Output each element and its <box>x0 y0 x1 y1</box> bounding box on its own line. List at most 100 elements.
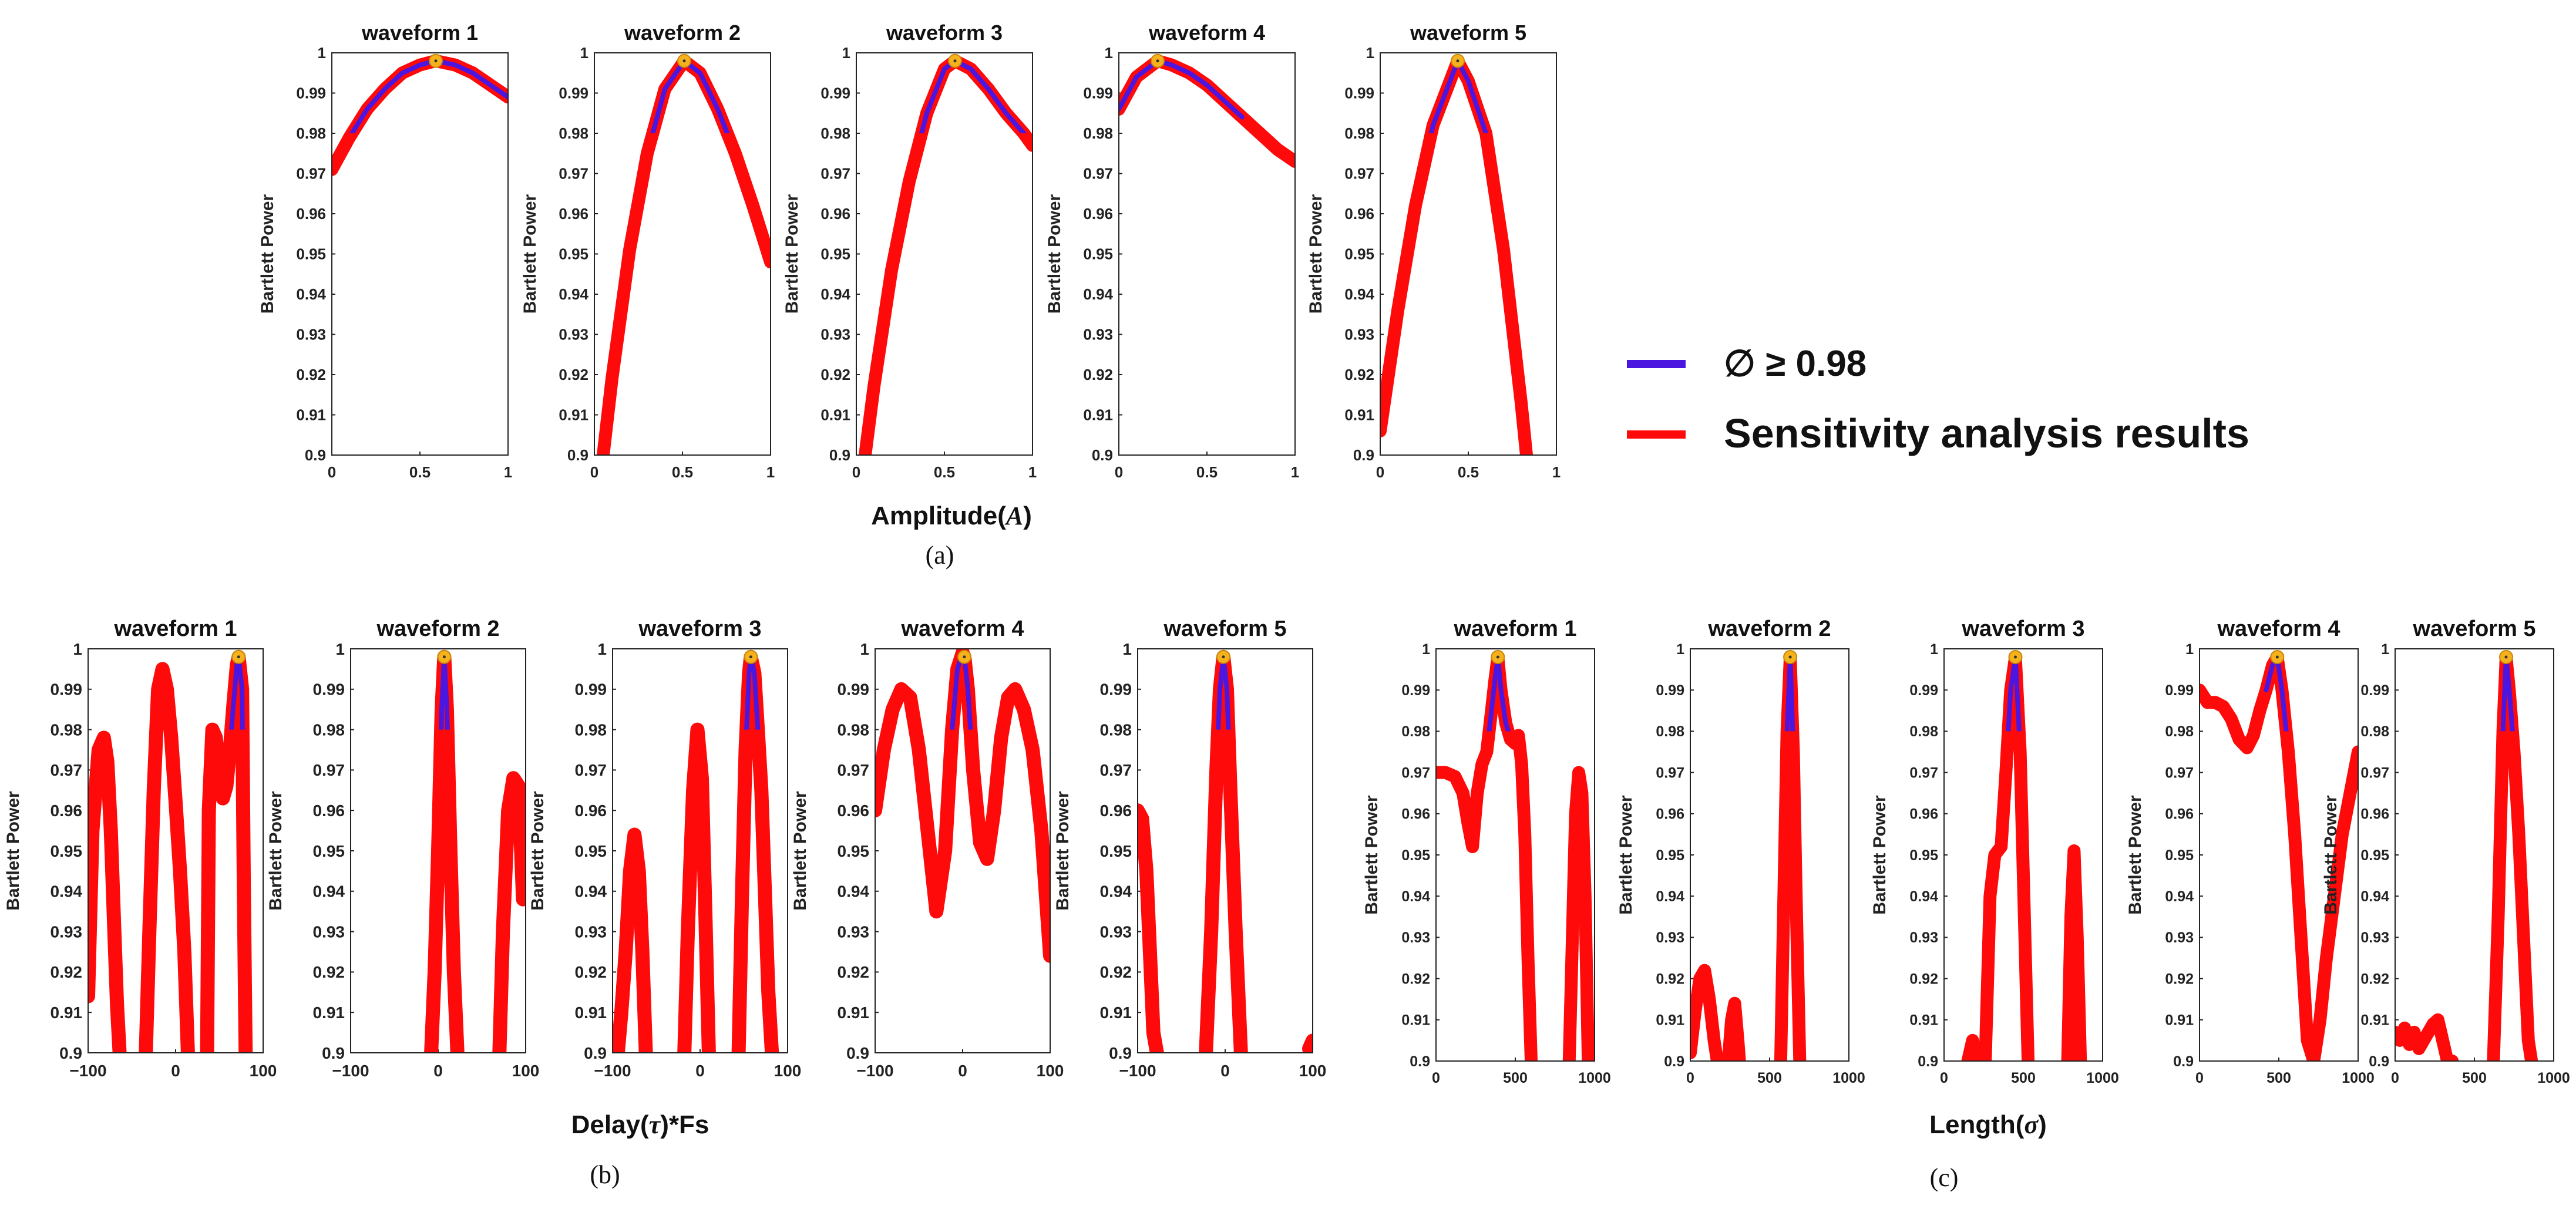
x-tick-label: 0 <box>852 463 860 481</box>
x-tick-label: 1000 <box>1832 1070 1865 1086</box>
subplot-c-4: waveform 4 0.9 0.91 0.92 0.93 0.94 0.95 0.96 0.9… <box>2126 617 2375 1086</box>
threshold-region <box>1119 58 1245 120</box>
y-tick-label: 0.97 <box>1656 765 1684 781</box>
y-tick-label: 0.97 <box>1401 765 1430 781</box>
y-tick-label: 0.96 <box>1909 806 1938 823</box>
axes-frame <box>1118 52 1296 456</box>
y-tick-label: 0.99 <box>559 85 588 102</box>
y-tick-label: 0.93 <box>2360 930 2389 946</box>
y-tick-label: 0.92 <box>559 366 588 383</box>
x-tick-label: 0 <box>1115 463 1123 481</box>
peak-marker-center <box>1456 59 1459 63</box>
y-tick-label: 0.93 <box>313 922 345 941</box>
y-tick-label: 1 <box>335 640 345 658</box>
y-tick-label: 0.95 <box>1656 847 1684 864</box>
subplot-title: waveform 1 <box>361 21 478 45</box>
x-tick-label: 100 <box>1299 1062 1327 1080</box>
subplot-title: waveform 3 <box>638 617 761 641</box>
sensitivity-curve <box>1979 651 2035 1061</box>
x-tick-label: 0 <box>1432 1070 1440 1086</box>
axes-frame <box>594 52 771 456</box>
peak-marker-center <box>2275 655 2279 659</box>
y-tick-label: 0.93 <box>1100 922 1132 941</box>
subplot-b-4: waveform 4 0.9 0.91 0.92 0.93 0.94 0.95 0.96 0.9… <box>791 617 1064 1080</box>
y-tick-label: 0.94 <box>2165 888 2194 905</box>
y-tick-label: 0.9 <box>1410 1053 1430 1070</box>
y-tick-label: 0.94 <box>820 285 850 303</box>
y-tick-label: 0.9 <box>846 1044 869 1062</box>
threshold-region <box>1428 58 1489 133</box>
y-tick-label: 0.9 <box>1092 446 1113 464</box>
x-tick-label: −100 <box>594 1062 631 1080</box>
subplot-title: waveform 4 <box>1148 21 1265 45</box>
axes-frame <box>2199 648 2359 1062</box>
subplot-a-3: waveform 3 0.9 0.91 0.92 0.93 0.94 0.95 0.96 0.9… <box>782 21 1037 481</box>
y-tick-label: 0.95 <box>820 245 850 263</box>
y-axis-label: Bartlett Power <box>2126 795 2145 915</box>
y-tick-label: 0.97 <box>313 761 345 779</box>
x-tick-label: 1000 <box>2086 1070 2119 1086</box>
y-tick-label: 0.99 <box>1100 681 1132 699</box>
x-tick-label: 100 <box>512 1062 540 1080</box>
y-tick-label: 0.98 <box>820 124 850 142</box>
peak-marker-center <box>749 655 752 659</box>
y-tick-label: 1 <box>580 44 588 62</box>
x-axis-label: Delay(τ)*Fs <box>571 1110 709 1139</box>
threshold-region <box>349 58 508 133</box>
y-tick-label: 0.92 <box>1656 971 1684 987</box>
y-axis-label: Bartlett Power <box>258 194 277 314</box>
x-tick-label: 1 <box>1291 463 1299 481</box>
y-tick-label: 0.93 <box>1344 326 1374 343</box>
subplot-a-4: waveform 4 0.9 0.91 0.92 0.93 0.94 0.95 0.96 0.9… <box>1045 21 1299 481</box>
y-tick-label: 0.92 <box>820 366 850 383</box>
plot-area <box>613 649 779 1053</box>
y-tick-label: 0.94 <box>1401 888 1430 905</box>
legend: ∅ ≥ 0.98 Sensitivity analysis results <box>1627 343 2249 456</box>
y-tick-label: 0.96 <box>820 205 850 223</box>
y-tick-label: 0.96 <box>838 801 870 820</box>
subplot-c-3: waveform 3 0.9 0.91 0.92 0.93 0.94 0.95 0.96 0.9… <box>1870 617 2119 1086</box>
subplot-b-1: waveform 1 0.9 0.91 0.92 0.93 0.94 0.95 0.96 0.9… <box>4 617 277 1080</box>
axes-frame <box>856 52 1033 456</box>
subplot-c-5: waveform 5 0.9 0.91 0.92 0.93 0.94 0.95 0.96 0.9… <box>2321 617 2570 1086</box>
y-tick-label: 0.97 <box>2165 765 2194 781</box>
y-tick-label: 0.91 <box>1100 1003 1132 1022</box>
x-tick-label: 0.5 <box>1196 463 1218 481</box>
x-tick-label: 1000 <box>2537 1070 2570 1086</box>
legend-sensitivity-label: Sensitivity analysis results <box>1724 410 2249 456</box>
sensitivity-curve <box>1138 803 1164 1053</box>
y-tick-label: 0.95 <box>1100 842 1132 860</box>
subplot-title: waveform 3 <box>886 21 1003 45</box>
x-tick-label: 0 <box>1686 1070 1694 1086</box>
y-tick-label: 0.93 <box>51 922 83 941</box>
y-tick-label: 0.99 <box>1344 85 1374 102</box>
y-tick-label: 0.93 <box>559 326 588 343</box>
y-tick-label: 0.94 <box>296 285 326 303</box>
y-tick-label: 0.92 <box>575 963 607 981</box>
x-tick-label: 0 <box>1376 463 1384 481</box>
x-tick-label: −100 <box>1119 1062 1156 1080</box>
y-tick-label: 0.9 <box>2369 1053 2389 1070</box>
subplot-title: waveform 2 <box>1707 617 1831 641</box>
subplot-a-5: waveform 5 0.9 0.91 0.92 0.93 0.94 0.95 0.96 0.9… <box>1306 21 1561 481</box>
y-tick-label: 0.99 <box>2165 682 2194 699</box>
y-tick-label: 1 <box>1122 640 1132 658</box>
x-tick-label: 0.5 <box>1458 463 1479 481</box>
x-tick-label: 0 <box>1220 1062 1230 1080</box>
y-axis-label: Bartlett Power <box>520 194 540 314</box>
y-tick-label: 0.9 <box>584 1044 607 1062</box>
y-tick-label: 0.91 <box>51 1003 83 1022</box>
x-tick-label: 100 <box>250 1062 277 1080</box>
y-tick-label: 0.92 <box>838 963 870 981</box>
y-tick-label: 0.92 <box>1401 971 1430 987</box>
y-tick-label: 1 <box>1366 44 1374 62</box>
y-tick-label: 0.91 <box>296 406 326 424</box>
panel-caption: (a) <box>926 541 954 570</box>
y-tick-label: 0.97 <box>559 165 588 183</box>
y-tick-label: 0.94 <box>313 883 345 901</box>
y-tick-label: 0.97 <box>296 165 326 183</box>
sensitivity-curve <box>88 730 127 1053</box>
y-axis-label: Bartlett Power <box>528 791 547 911</box>
peak-marker-center <box>2504 655 2508 659</box>
